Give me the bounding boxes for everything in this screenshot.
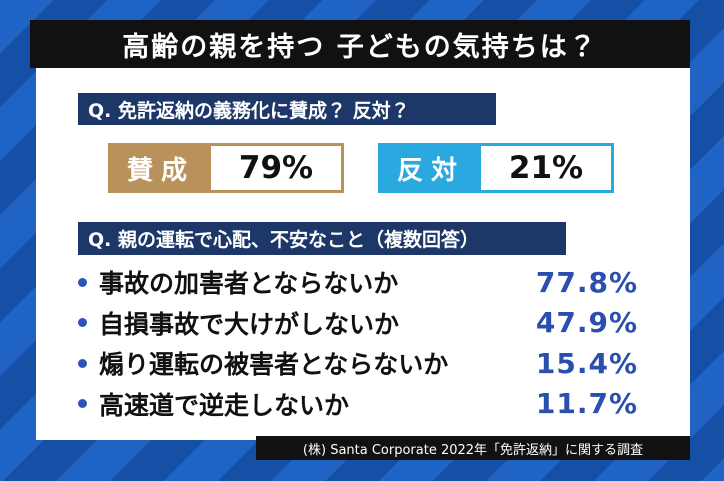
bullet bbox=[78, 358, 87, 368]
answer-label: 反対 bbox=[381, 146, 481, 190]
bullet bbox=[78, 399, 87, 408]
bullet bbox=[78, 318, 87, 327]
item-value: 77.8% bbox=[535, 265, 638, 299]
item-value: 47.9% bbox=[535, 306, 638, 339]
answer-box: 反対 21% bbox=[378, 143, 614, 193]
question-label: Q. 免許返納の義務化に賛成？ 反対？ bbox=[78, 93, 496, 125]
item-value: 15.4% bbox=[535, 346, 638, 380]
item-value: 11.7% bbox=[535, 387, 638, 420]
answer-label: 賛成 bbox=[111, 146, 211, 190]
item-row: 自損事故で大けがしないか 47.9% bbox=[78, 303, 638, 343]
source: (株) Santa Corporate 2022年「免許返納」に関する調査 bbox=[256, 436, 690, 460]
answer-box: 賛成 79% bbox=[108, 143, 344, 193]
item-text: 自損事故で大けがしないか bbox=[99, 309, 400, 339]
item-text: 煽り運転の被害者とならないか bbox=[99, 350, 449, 379]
bullet bbox=[78, 277, 87, 287]
item-row: 煽り運転の被害者とならないか 15.4% bbox=[78, 343, 638, 383]
item-row: 高速道で逆走しないか 11.7% bbox=[78, 384, 638, 424]
answer-value: 79% bbox=[238, 150, 314, 186]
title: 高齢の親を持つ 子どもの気持ちは？ bbox=[30, 20, 690, 68]
item-text: 高速道で逆走しないか bbox=[99, 390, 350, 420]
question-label: Q. 親の運転で心配、不安なこと（複数回答） bbox=[78, 222, 566, 255]
item-row: 事故の加害者とならないか 77.8% bbox=[78, 262, 638, 302]
answer-value: 21% bbox=[508, 150, 584, 186]
item-text: 事故の加害者とならないか bbox=[99, 269, 399, 298]
